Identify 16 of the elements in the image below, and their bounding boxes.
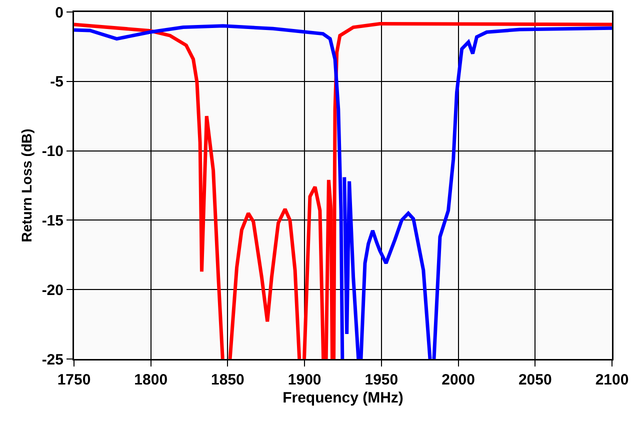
y-tick-label: 0: [55, 4, 64, 22]
x-tick-label: 1900: [288, 372, 322, 388]
x-tick-label: 2000: [442, 372, 475, 388]
y-tick-label: -10: [42, 143, 64, 160]
y-tick-label: -5: [50, 74, 64, 91]
x-tick-label: 1750: [57, 372, 91, 388]
y-tick-label: -20: [42, 282, 64, 299]
y-axis-title: Return Loss (dB): [18, 128, 35, 242]
y-tick-label: -25: [42, 351, 64, 368]
x-tick-label: 2100: [595, 372, 629, 388]
x-tick-label: 1950: [364, 372, 398, 388]
x-tick-label: 1800: [134, 372, 168, 388]
x-tick-label: 1850: [211, 372, 244, 388]
x-tick-label: 2050: [518, 372, 552, 388]
x-axis-title: Frequency (MHz): [282, 389, 404, 406]
y-tick-label: -15: [42, 212, 64, 230]
